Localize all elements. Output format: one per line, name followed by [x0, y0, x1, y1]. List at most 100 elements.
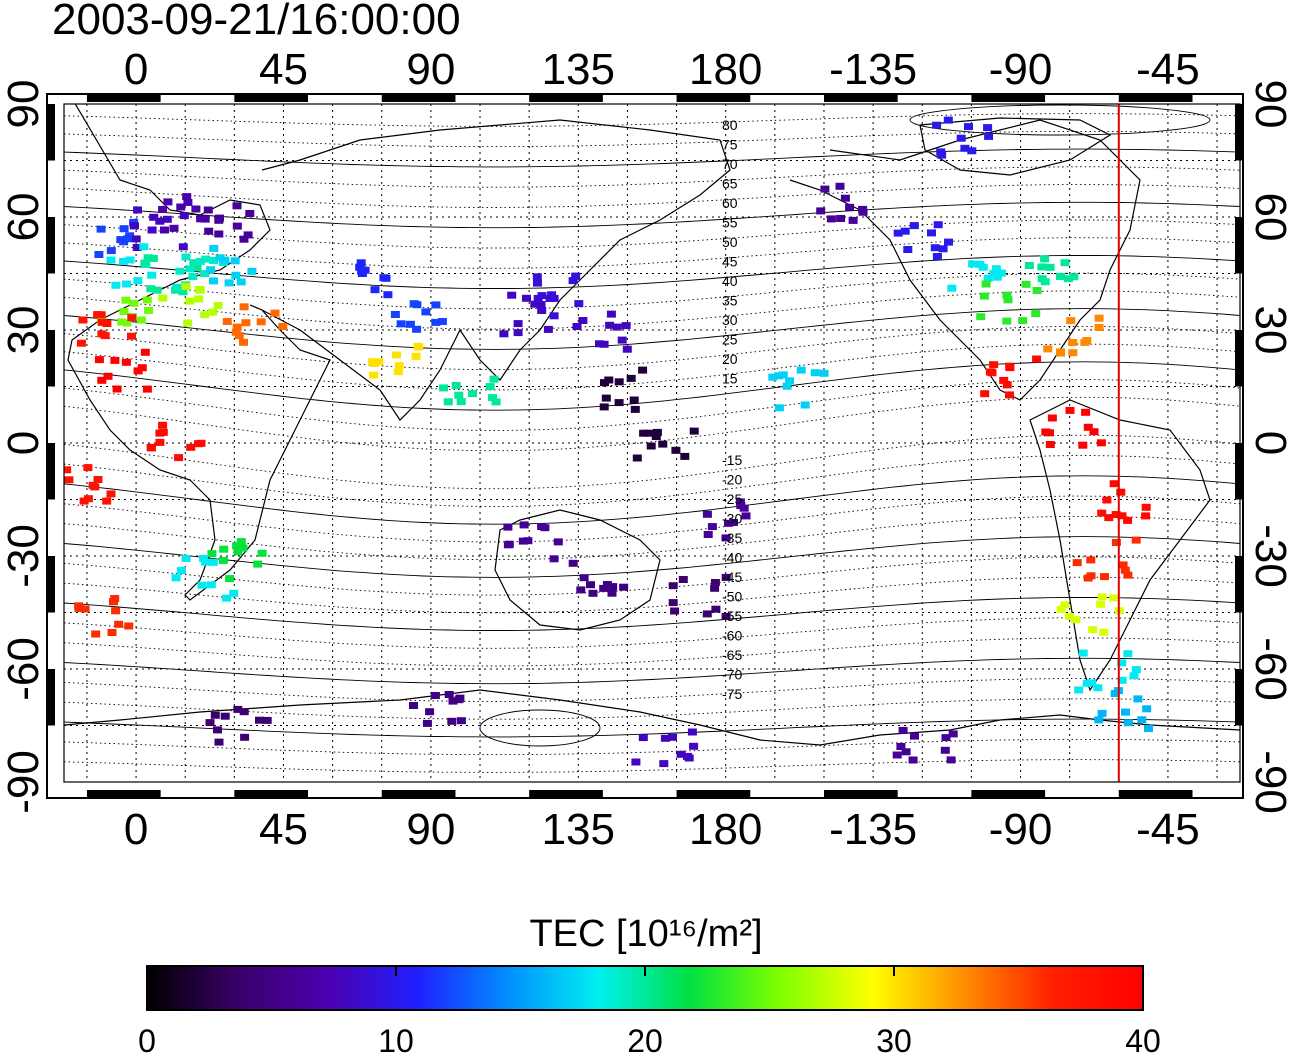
tec-cell: [1086, 556, 1096, 564]
tec-cell: [499, 330, 509, 338]
tec-cell: [1069, 273, 1079, 281]
tec-cell: [599, 403, 609, 411]
tec-cell: [513, 320, 523, 328]
tec-cell: [543, 325, 553, 333]
tec-cell: [614, 399, 624, 407]
contour-label-north: 35: [722, 293, 738, 309]
frame-bar-top: [676, 94, 751, 102]
tec-cell: [1056, 349, 1066, 357]
tec-cell: [976, 313, 986, 321]
magnetic-contour: [64, 637, 1240, 667]
tec-cell: [111, 607, 121, 615]
tec-cell: [91, 630, 101, 638]
tec-cell: [369, 360, 379, 367]
tec-cell: [97, 376, 107, 384]
tec-cell: [626, 374, 636, 382]
tec-cell: [1074, 686, 1084, 694]
tec-cell: [689, 742, 699, 750]
magnetic-contour: [64, 597, 1240, 631]
tec-cell: [1097, 709, 1107, 717]
tec-cell: [409, 300, 419, 308]
tec-cell: [396, 320, 406, 328]
tec-cell: [968, 260, 978, 268]
tec-cell: [1060, 601, 1070, 609]
tec-cell: [414, 343, 424, 351]
tec-cell: [185, 265, 195, 273]
tec-cell: [1086, 572, 1096, 580]
map-outer-frame: [46, 93, 1244, 799]
tec-cell: [574, 300, 584, 308]
map-inner-frame: [63, 103, 1241, 783]
tec-cell: [621, 322, 631, 330]
contour-label-north: 45: [722, 254, 738, 270]
left-lat-tick: 0: [0, 431, 48, 455]
tec-cell: [800, 401, 810, 409]
tec-cell: [144, 307, 154, 314]
tec-cell: [163, 198, 173, 206]
tec-cell: [606, 310, 616, 318]
frame-bar-left: [47, 443, 55, 500]
tec-cell: [171, 574, 181, 582]
tec-cell: [735, 498, 745, 506]
tec-cell: [239, 708, 249, 716]
tec-cell: [605, 321, 615, 329]
tec-cell: [232, 222, 242, 230]
tec-cell: [908, 756, 918, 764]
tec-cell: [658, 440, 668, 448]
tec-cell: [956, 134, 966, 142]
tec-cell: [405, 320, 415, 328]
tec-cell: [941, 734, 951, 742]
tec-cell: [142, 296, 152, 304]
tec-cell: [456, 398, 466, 406]
tec-cell: [129, 222, 139, 230]
tec-cell: [999, 376, 1009, 384]
colorbar-tick-label: 30: [876, 1023, 912, 1057]
bottom-lon-tick: 0: [124, 805, 148, 854]
tec-cell: [536, 301, 546, 309]
tec-cell: [522, 294, 531, 302]
right-latitude-ticks: 90 60 30 0 -30 -60 -90: [1246, 80, 1292, 814]
magnetic-contour: [64, 237, 1240, 269]
tec-cell: [1043, 345, 1053, 353]
tec-cell: [411, 352, 421, 360]
tec-cell: [88, 481, 98, 489]
tec-cell: [357, 270, 367, 277]
tec-cell: [233, 705, 243, 713]
tec-cell: [222, 318, 232, 325]
magnetic-contour: [64, 130, 1240, 148]
contour-label-north: 60: [722, 195, 738, 211]
contour-label-south: -55: [722, 608, 742, 624]
frame-bar-left: [47, 330, 55, 387]
tec-cell: [219, 545, 229, 553]
tec-cell: [146, 285, 156, 293]
tec-cell: [143, 254, 153, 262]
tec-cell: [200, 215, 210, 223]
contour-label-north: 55: [722, 215, 738, 231]
tec-cell: [702, 510, 712, 518]
tec-cell: [1003, 296, 1013, 304]
tec-cell: [489, 375, 499, 383]
contour-label-south: -45: [722, 569, 742, 585]
tec-cell: [608, 583, 618, 591]
tec-cell: [909, 222, 919, 230]
tec-cell: [932, 121, 942, 129]
tec-cell: [1104, 514, 1114, 522]
tec-cell: [678, 576, 688, 583]
tec-cell: [456, 717, 466, 725]
tec-cell: [444, 691, 454, 698]
tec-cell: [670, 607, 680, 615]
tec-cell: [149, 213, 159, 221]
tec-cell: [547, 291, 557, 299]
tec-cell: [984, 132, 994, 140]
tec-cell: [209, 257, 218, 264]
tec-cell: [978, 263, 988, 271]
tec-cell: [454, 391, 464, 399]
colorbar-tick-label: 0: [138, 1023, 156, 1057]
tec-cell: [1032, 287, 1042, 294]
magnetic-contour: [64, 759, 1240, 773]
tec-cell: [83, 495, 93, 503]
magnetic-contour: [64, 617, 1240, 649]
tec-cell: [614, 378, 624, 386]
frame-bar-right: [1235, 217, 1243, 274]
tec-cell: [724, 519, 733, 527]
